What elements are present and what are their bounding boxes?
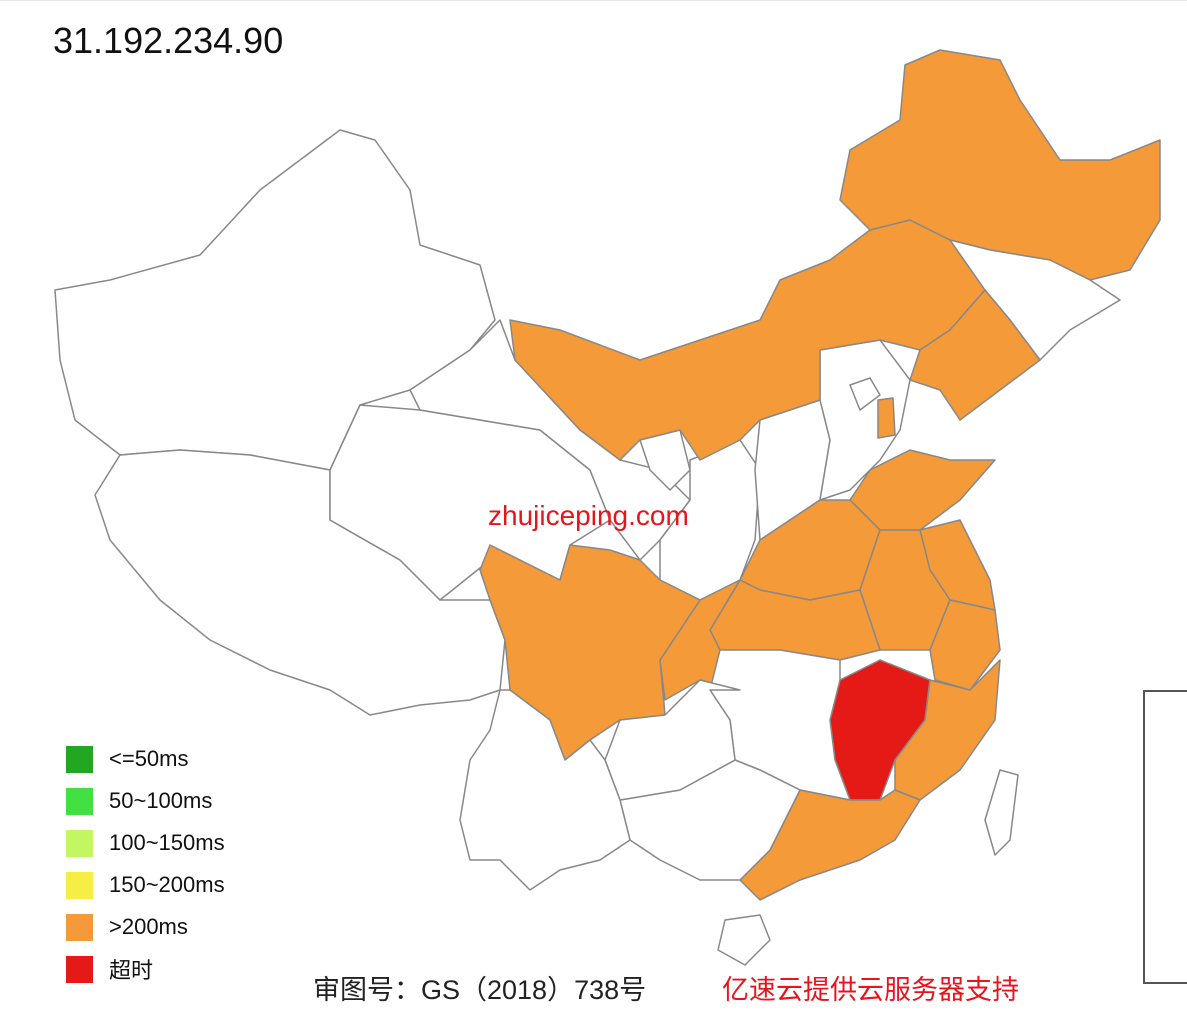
- legend-swatch: [66, 913, 93, 941]
- region-hainan[interactable]: [717, 914, 771, 966]
- legend-swatch: [66, 871, 93, 899]
- legend: <=50ms 50~100ms 100~150ms 150~200ms >200…: [66, 738, 225, 990]
- region-tianjin[interactable]: [877, 397, 896, 439]
- map-approval-number: 审图号：GS（2018）738号: [313, 975, 647, 1005]
- legend-item: 150~200ms: [66, 864, 225, 906]
- south-china-sea-inset: [1143, 690, 1187, 984]
- region-fujian[interactable]: [894, 659, 1001, 801]
- legend-item: 100~150ms: [66, 822, 225, 864]
- legend-label: 50~100ms: [109, 788, 213, 813]
- region-hebei[interactable]: [819, 339, 911, 501]
- legend-label: >200ms: [109, 914, 188, 939]
- legend-label: 150~200ms: [109, 872, 225, 897]
- region-yunnan[interactable]: [459, 689, 631, 891]
- legend-swatch: [66, 787, 93, 815]
- region-inner-mongolia[interactable]: [509, 219, 986, 461]
- legend-swatch: [66, 829, 93, 857]
- legend-label: <=50ms: [109, 746, 189, 771]
- watermark: zhujiceping.com: [488, 500, 689, 531]
- legend-item: 50~100ms: [66, 780, 225, 822]
- region-liaoning[interactable]: [909, 289, 1041, 421]
- sponsor-text: 亿速云提供云服务器支持: [722, 975, 1019, 1005]
- legend-swatch: [66, 955, 93, 983]
- region-taiwan[interactable]: [984, 769, 1019, 856]
- legend-item: 超时: [66, 948, 225, 990]
- top-divider: [0, 0, 1187, 5]
- legend-item: <=50ms: [66, 738, 225, 780]
- legend-label: 超时: [109, 958, 154, 983]
- legend-label: 100~150ms: [109, 830, 225, 855]
- ip-address-title: 31.192.234.90: [53, 20, 284, 61]
- region-beijing[interactable]: [849, 377, 881, 411]
- legend-swatch: [66, 745, 93, 773]
- legend-item: >200ms: [66, 906, 225, 948]
